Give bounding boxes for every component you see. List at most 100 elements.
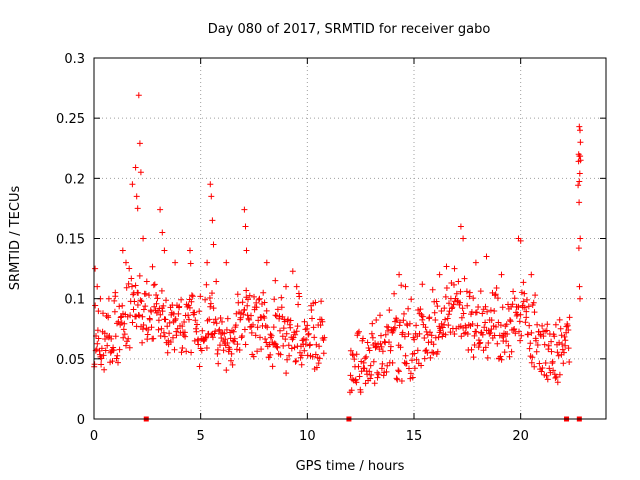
data-point bbox=[393, 375, 400, 382]
data-point bbox=[555, 352, 562, 359]
data-point bbox=[511, 295, 518, 302]
data-point bbox=[457, 299, 463, 306]
data-point bbox=[111, 308, 118, 315]
data-point bbox=[526, 345, 533, 352]
data-point bbox=[352, 376, 359, 383]
data-point bbox=[419, 316, 426, 323]
data-point bbox=[360, 359, 367, 366]
data-point bbox=[95, 308, 102, 315]
data-point bbox=[384, 362, 391, 369]
data-point bbox=[320, 350, 327, 357]
data-point bbox=[123, 342, 129, 349]
data-point bbox=[142, 303, 149, 310]
data-point bbox=[534, 342, 541, 348]
data-point bbox=[228, 350, 235, 357]
data-point bbox=[503, 321, 510, 328]
data-point bbox=[210, 305, 217, 312]
data-point bbox=[258, 346, 265, 353]
data-point bbox=[542, 360, 549, 366]
data-point bbox=[219, 318, 225, 325]
data-point bbox=[193, 328, 200, 335]
data-point bbox=[390, 326, 397, 332]
data-point bbox=[251, 293, 257, 300]
data-point bbox=[316, 343, 323, 350]
data-point bbox=[522, 319, 529, 326]
data-point bbox=[402, 283, 409, 290]
data-point bbox=[475, 304, 482, 310]
data-point bbox=[94, 283, 101, 290]
data-point bbox=[531, 363, 538, 370]
data-point bbox=[576, 170, 583, 177]
data-point bbox=[526, 322, 533, 329]
data-point bbox=[139, 326, 146, 333]
data-point bbox=[532, 292, 539, 299]
data-point bbox=[472, 259, 479, 266]
data-point bbox=[206, 295, 213, 301]
data-point bbox=[196, 363, 203, 370]
data-point bbox=[140, 235, 147, 242]
data-point bbox=[385, 324, 392, 331]
data-point bbox=[148, 324, 155, 331]
data-point bbox=[533, 337, 539, 344]
data-point bbox=[531, 309, 538, 316]
data-point bbox=[518, 332, 525, 339]
data-point bbox=[546, 365, 553, 372]
data-point bbox=[121, 320, 128, 327]
data-point bbox=[321, 334, 328, 341]
data-point bbox=[422, 324, 429, 331]
data-point bbox=[562, 342, 569, 349]
data-point bbox=[223, 326, 230, 333]
data-point bbox=[192, 317, 199, 324]
data-point bbox=[464, 331, 471, 337]
data-point bbox=[274, 306, 281, 313]
data-point bbox=[241, 326, 248, 333]
data-point bbox=[497, 322, 504, 329]
data-point bbox=[488, 317, 495, 324]
data-point bbox=[126, 265, 133, 272]
data-point bbox=[316, 355, 323, 362]
data-point bbox=[241, 206, 248, 213]
data-point bbox=[291, 344, 298, 351]
data-point bbox=[105, 314, 112, 321]
data-point bbox=[292, 358, 299, 365]
data-point bbox=[182, 333, 189, 340]
data-point bbox=[255, 317, 262, 324]
data-point bbox=[379, 348, 386, 355]
data-point bbox=[507, 317, 513, 323]
data-point bbox=[499, 304, 506, 311]
data-point bbox=[146, 316, 153, 323]
data-point bbox=[429, 286, 436, 293]
data-point bbox=[119, 302, 126, 309]
data-point bbox=[286, 352, 293, 359]
data-point bbox=[549, 358, 556, 365]
data-point bbox=[577, 157, 584, 164]
data-point bbox=[398, 282, 405, 289]
data-point bbox=[138, 298, 145, 305]
data-point bbox=[155, 326, 162, 333]
data-point bbox=[104, 342, 111, 349]
data-point bbox=[400, 317, 407, 324]
data-point bbox=[523, 314, 530, 321]
axes: 0 5 10 15 20 0 0.05 0.1 0.15 0.2 0.25 0.3 bbox=[56, 52, 606, 444]
data-point bbox=[576, 123, 583, 130]
data-point bbox=[351, 356, 358, 363]
data-point bbox=[413, 322, 420, 329]
data-point bbox=[117, 314, 124, 321]
data-point bbox=[140, 322, 147, 328]
data-point bbox=[545, 342, 552, 349]
y-axis-label: SRMTID / TECUs bbox=[8, 186, 23, 291]
data-point bbox=[161, 247, 168, 254]
data-point bbox=[136, 272, 143, 279]
y-tick-label: 0.1 bbox=[64, 293, 85, 308]
data-point bbox=[241, 306, 248, 313]
data-point bbox=[105, 295, 112, 302]
data-point bbox=[364, 339, 371, 346]
data-point bbox=[368, 371, 375, 378]
data-point bbox=[146, 292, 152, 299]
data-point bbox=[427, 329, 433, 336]
data-point bbox=[393, 317, 400, 324]
data-point bbox=[296, 293, 303, 300]
data-point bbox=[178, 349, 185, 356]
data-point bbox=[401, 310, 407, 317]
